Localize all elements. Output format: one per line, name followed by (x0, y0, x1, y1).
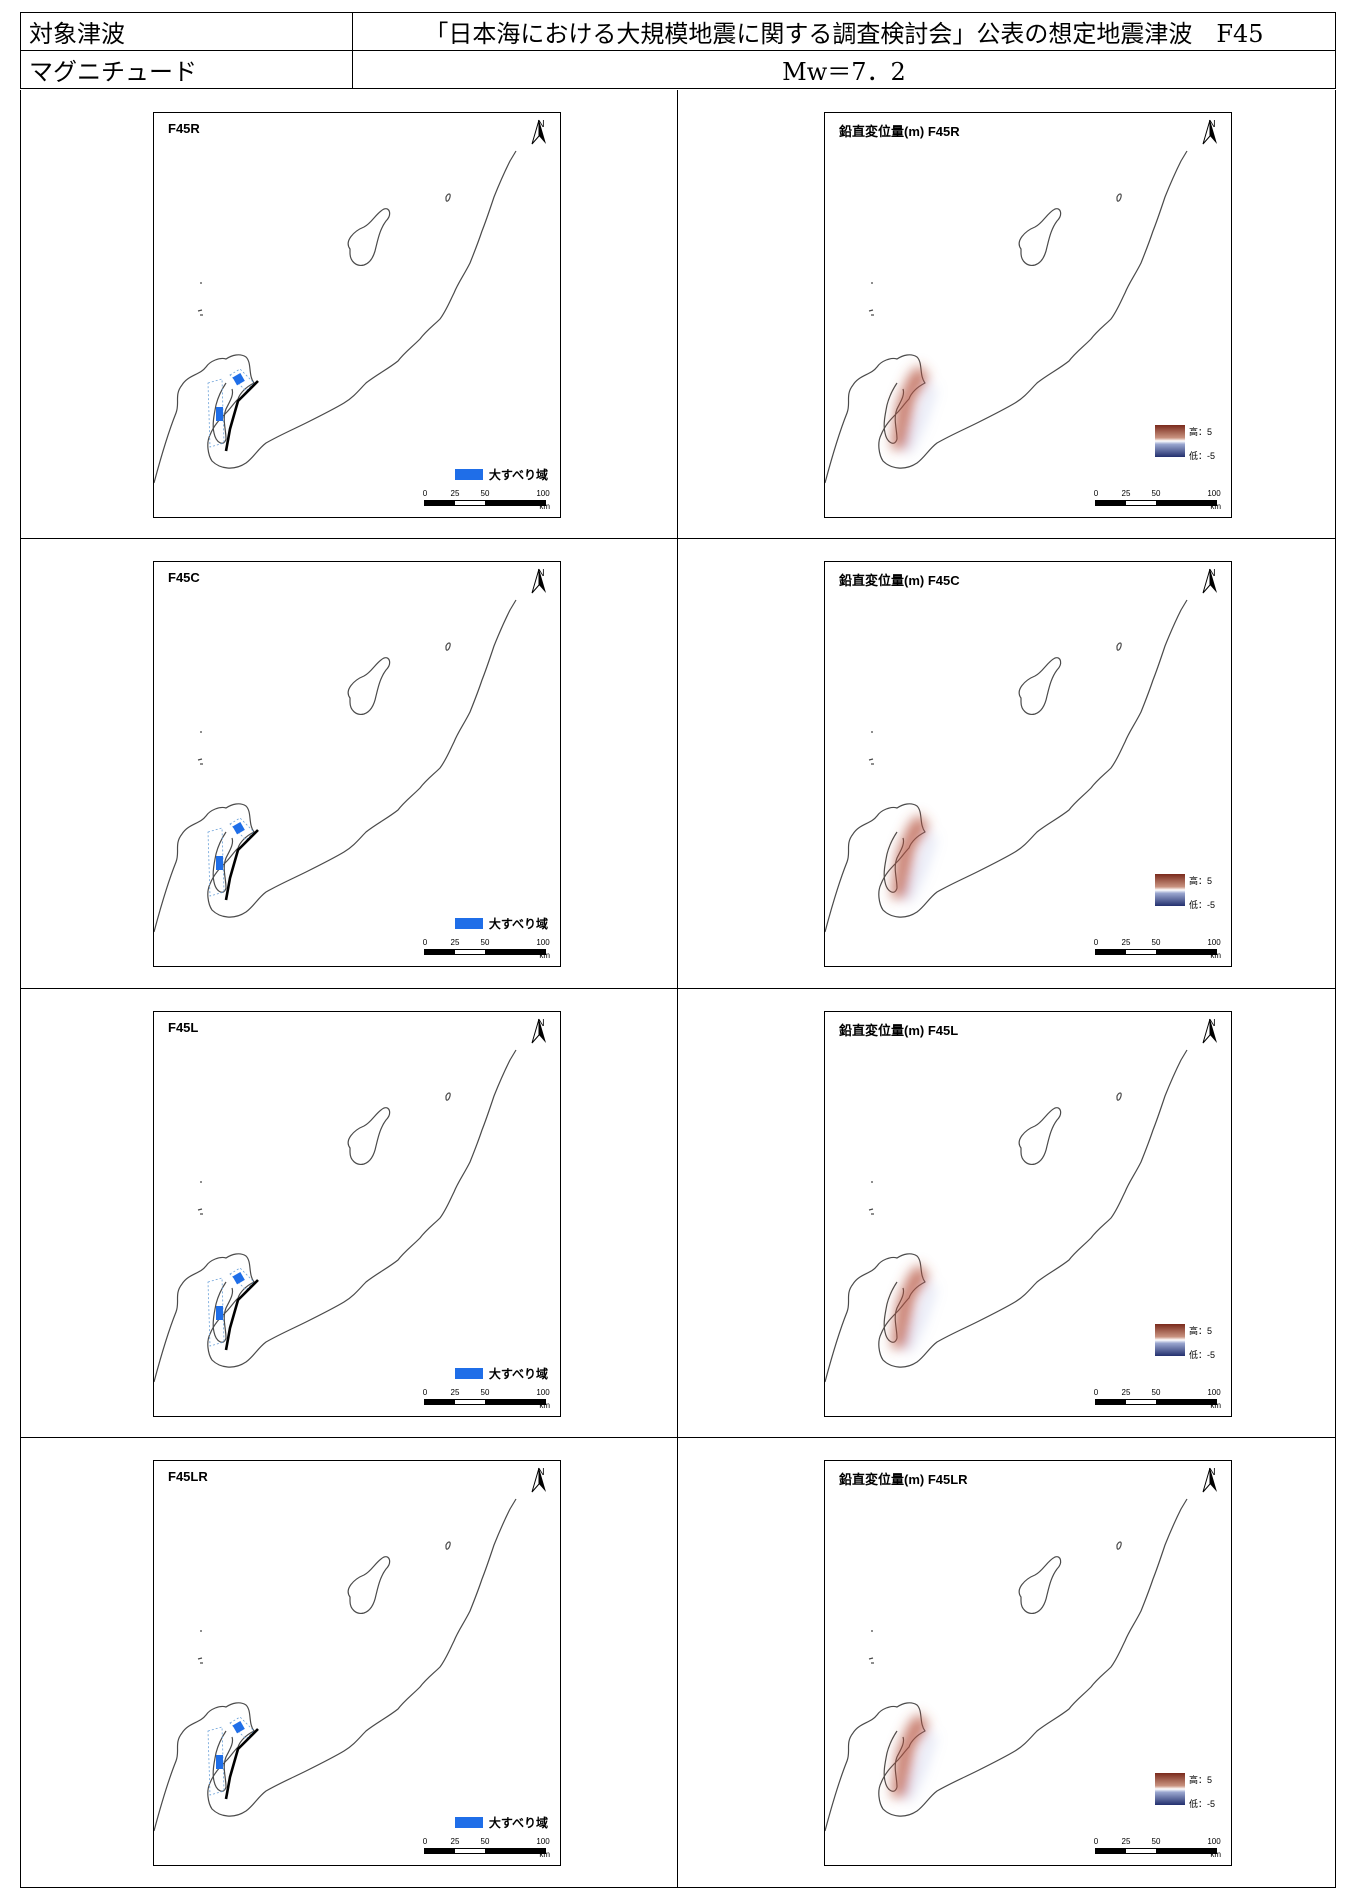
map-title: F45LR (168, 1468, 208, 1484)
north-arrow-icon: N (530, 119, 552, 145)
coastline-map (825, 150, 1188, 484)
displacement-map-cell-f45c: 鉛直変位量(m) F45C N 高：5 低：-5 0 25 50 100 km (678, 539, 1335, 989)
map-title: 鉛直変位量(m) F45LR (839, 1471, 968, 1487)
displacement-field (891, 365, 937, 455)
target-tsunami-label: 対象津波 (20, 12, 353, 51)
north-arrow-icon: N (1201, 568, 1223, 594)
coastline-map (154, 1498, 517, 1831)
color-ramp (1155, 425, 1185, 457)
slip-swatch (454, 1816, 483, 1828)
slip-legend: 大すべり域 (454, 915, 548, 932)
scale-bar: 0 25 50 100 km (422, 938, 550, 961)
displacement-legend: 高：5 低：-5 (1155, 1318, 1217, 1370)
scale-bar: 0 25 50 100 km (422, 1387, 550, 1410)
fault-map-cell-f45r: F45R N 大すべり域 0 25 50 100 km (21, 90, 678, 540)
color-ramp (1155, 874, 1185, 907)
magnitude-value: Mw＝7．2 (352, 50, 1336, 89)
coastline-map (154, 1049, 517, 1382)
displacement-map: 鉛直変位量(m) F45C N 高：5 低：-5 0 25 50 100 km (824, 561, 1232, 968)
slip-swatch (454, 918, 483, 930)
target-tsunami-value: 「日本海における大規模地震に関する調査検討会」公表の想定地震津波 F45 (352, 12, 1336, 51)
north-arrow-icon: N (530, 568, 552, 594)
north-arrow-icon: N (1201, 1018, 1223, 1043)
document-sheet: 対象津波 「日本海における大規模地震に関する調査検討会」公表の想定地震津波 F4… (20, 12, 1336, 1888)
displacement-map: 鉛直変位量(m) F45L N 高：5 低：-5 0 25 50 100 km (824, 1010, 1232, 1417)
slip-legend-label: 大すべり域 (488, 1815, 548, 1830)
header-row-magnitude: マグニチュード Mw＝7．2 (20, 50, 1336, 89)
fault-map-cell-f45lr: F45LR N 大すべり域 0 25 50 100 km (21, 1437, 678, 1887)
map-title: F45R (168, 121, 200, 136)
fault-map: F45LR N 大すべり域 0 25 50 100 km (153, 1459, 561, 1866)
slip-legend: 大すべり域 (454, 466, 548, 483)
color-ramp (1155, 1323, 1185, 1356)
slip-swatch (454, 469, 483, 480)
map-title: F45L (168, 1019, 199, 1035)
slip-legend: 大すべり域 (454, 1814, 548, 1831)
slip-legend-label: 大すべり域 (488, 468, 548, 482)
fault-map-cell-f45l: F45L N 大すべり域 0 25 50 100 km (21, 988, 678, 1438)
scale-bar: 0 25 50 100 km (422, 1836, 550, 1859)
fault-model (207, 1266, 259, 1350)
slip-legend: 大すべり域 (454, 1365, 548, 1382)
map-title: 鉛直変位量(m) F45R (839, 124, 960, 139)
north-arrow-icon: N (530, 1018, 552, 1043)
displacement-map-cell-f45lr: 鉛直変位量(m) F45LR N 高：5 低：-5 0 25 50 100 km (678, 1438, 1335, 1887)
coastline-map (154, 150, 517, 484)
map-title: 鉛直変位量(m) F45L (839, 1022, 959, 1038)
north-arrow-icon: N (530, 1467, 552, 1493)
displacement-map-cell-f45r: 鉛直変位量(m) F45R N 高：5 低：-5 0 25 50 100 km (678, 90, 1335, 540)
scale-bar: 0 25 50 100 km (1093, 1836, 1221, 1859)
displacement-legend: 高：5 低：-5 (1155, 1767, 1217, 1819)
fault-map: F45C N 大すべり域 0 25 50 100 km (153, 561, 561, 968)
coastline-map (154, 599, 517, 933)
magnitude-label: マグニチュード (20, 50, 353, 89)
color-ramp (1155, 1772, 1185, 1805)
fault-model (207, 1716, 259, 1799)
displacement-field (891, 1712, 937, 1803)
slip-legend-label: 大すべり域 (488, 917, 548, 932)
displacement-legend: 高：5 低：-5 (1155, 868, 1217, 920)
fault-map: F45L N 大すべり域 0 25 50 100 km (153, 1010, 561, 1417)
map-title: 鉛直変位量(m) F45C (839, 573, 960, 589)
fault-map-cell-f45c: F45C N 大すべり域 0 25 50 100 km (21, 539, 678, 989)
displacement-map: 鉛直変位量(m) F45LR N 高：5 低：-5 0 25 50 100 km (824, 1459, 1232, 1866)
scale-bar: 0 25 50 100 km (1093, 938, 1221, 961)
scale-bar: 0 25 50 100 km (422, 489, 550, 511)
slip-legend-label: 大すべり域 (488, 1366, 548, 1381)
displacement-legend: 高：5 低：-5 (1155, 419, 1217, 471)
north-arrow-icon: N (1201, 1467, 1223, 1493)
fault-model (207, 817, 259, 901)
displacement-field (891, 1263, 937, 1354)
fault-model (207, 368, 259, 452)
displacement-map: 鉛直変位量(m) F45R N 高：5 低：-5 0 25 50 100 km (824, 112, 1232, 518)
map-title: F45C (168, 570, 200, 586)
slip-swatch (454, 1367, 483, 1379)
north-arrow-icon: N (1201, 119, 1223, 145)
scale-bar: 0 25 50 100 km (1093, 1387, 1221, 1410)
figure-grid: F45R N 大すべり域 0 25 50 100 km 鉛直変位量(m) F45R N … (20, 90, 1336, 1888)
displacement-field (891, 814, 937, 905)
scale-bar: 0 25 50 100 km (1093, 489, 1221, 511)
header-row-target-tsunami: 対象津波 「日本海における大規模地震に関する調査検討会」公表の想定地震津波 F4… (20, 12, 1336, 51)
displacement-map-cell-f45l: 鉛直変位量(m) F45L N 高：5 低：-5 0 25 50 100 km (678, 989, 1335, 1438)
fault-map: F45R N 大すべり域 0 25 50 100 km (153, 112, 561, 518)
header-table: 対象津波 「日本海における大規模地震に関する調査検討会」公表の想定地震津波 F4… (20, 12, 1336, 89)
